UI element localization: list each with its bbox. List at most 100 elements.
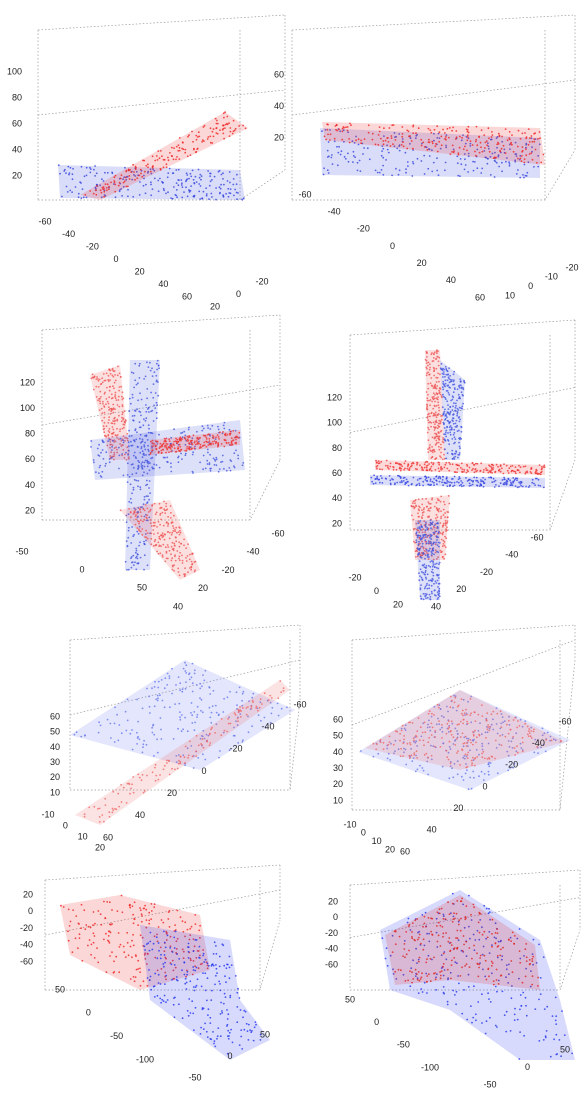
point [424, 731, 426, 733]
point [128, 783, 130, 785]
point [486, 712, 488, 714]
point [438, 410, 440, 412]
point [107, 379, 109, 381]
point [409, 742, 411, 744]
point [456, 900, 458, 902]
point [449, 127, 451, 129]
point [222, 194, 224, 196]
z-tick-label: -60 [20, 956, 33, 966]
point [170, 451, 172, 453]
point [458, 478, 460, 480]
point [433, 422, 435, 424]
point [523, 466, 525, 468]
point [92, 373, 94, 375]
point [518, 465, 520, 467]
point [162, 922, 164, 924]
point [153, 522, 155, 524]
point [114, 184, 116, 186]
point [469, 714, 471, 716]
point [472, 144, 474, 146]
point [496, 464, 498, 466]
point [493, 984, 495, 986]
point [433, 392, 435, 394]
point [449, 379, 451, 381]
point [278, 715, 280, 717]
point [448, 720, 450, 722]
point [433, 357, 435, 359]
y-tick-label: 0 [236, 289, 241, 299]
point [228, 122, 230, 124]
point [144, 499, 146, 501]
point [357, 162, 359, 164]
point [213, 458, 215, 460]
point [511, 470, 513, 472]
point [398, 174, 400, 176]
point [433, 541, 435, 543]
point [482, 151, 484, 153]
point [154, 903, 156, 905]
point [212, 1031, 214, 1033]
point [197, 706, 199, 708]
y-tick-label: 0 [201, 766, 206, 776]
point [199, 683, 201, 685]
point [530, 730, 532, 732]
point [460, 484, 462, 486]
point [213, 1043, 215, 1045]
point [382, 165, 384, 167]
point [461, 898, 463, 900]
point [501, 148, 503, 150]
point [436, 514, 438, 516]
point [59, 173, 61, 175]
point [451, 453, 453, 455]
point [75, 915, 77, 917]
point [327, 134, 329, 136]
point [114, 808, 116, 810]
point [470, 712, 472, 714]
point [148, 511, 150, 513]
point [156, 449, 158, 451]
point [427, 741, 429, 743]
point [530, 152, 532, 154]
point [129, 904, 131, 906]
point [451, 380, 453, 382]
point [188, 755, 190, 757]
point [254, 1026, 256, 1028]
point [147, 564, 149, 566]
point [389, 759, 391, 761]
point [500, 482, 502, 484]
point [94, 165, 96, 167]
point [428, 362, 430, 364]
point [458, 924, 460, 926]
point [213, 136, 215, 138]
point [112, 429, 114, 431]
point [400, 468, 402, 470]
point [465, 164, 467, 166]
point [248, 731, 250, 733]
point [169, 774, 171, 776]
point [152, 433, 154, 435]
point [380, 461, 382, 463]
point [174, 964, 176, 966]
point [453, 418, 455, 420]
point [495, 740, 497, 742]
point [103, 417, 105, 419]
point [260, 698, 262, 700]
point [444, 512, 446, 514]
point [417, 769, 419, 771]
point [450, 400, 452, 402]
point [440, 444, 442, 446]
point [495, 484, 497, 486]
point [76, 731, 78, 733]
point [452, 396, 454, 398]
point [409, 985, 411, 987]
point [506, 465, 508, 467]
point [449, 375, 451, 377]
point [216, 120, 218, 122]
point [191, 702, 193, 704]
point [458, 476, 460, 478]
point [91, 944, 93, 946]
point [121, 420, 123, 422]
point [488, 464, 490, 466]
point [271, 697, 273, 699]
point [518, 470, 520, 472]
